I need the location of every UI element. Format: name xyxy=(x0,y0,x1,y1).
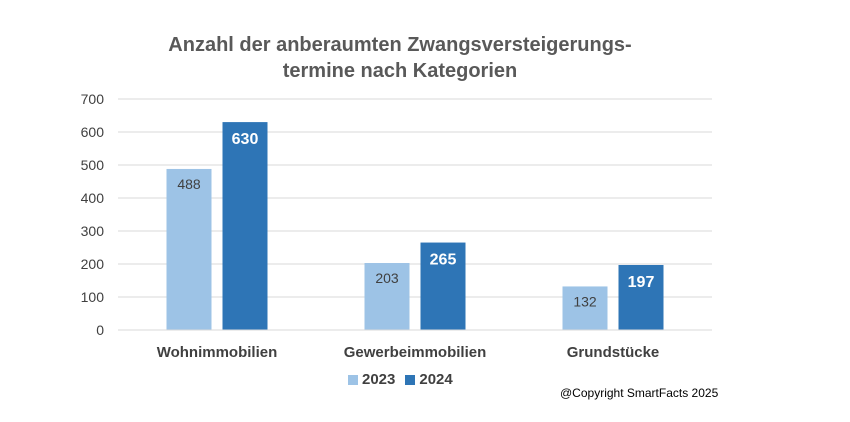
data-label-2024-0: 630 xyxy=(232,131,259,148)
legend-swatch-2024 xyxy=(405,374,416,385)
y-tick-label-300: 300 xyxy=(81,223,105,239)
chart-title: Anzahl der anberaumten Zwangsversteigeru… xyxy=(0,32,800,84)
legend-label-2023: 2023 xyxy=(362,371,396,388)
bar-2023-1 xyxy=(364,263,410,330)
legend: 2023 2024 xyxy=(348,371,457,388)
y-tick-label-0: 0 xyxy=(96,322,104,338)
data-label-2023-1: 203 xyxy=(375,270,399,286)
x-tick-label-0: Wohnimmobilien xyxy=(157,344,278,361)
data-label-2023-2: 132 xyxy=(573,293,597,309)
data-label-2024-1: 265 xyxy=(430,252,457,269)
x-tick-label-1: Gewerbeimmobilien xyxy=(344,344,487,361)
y-tick-label-400: 400 xyxy=(81,190,105,206)
chart-title-line-1: Anzahl der anberaumten Zwangsversteigeru… xyxy=(168,34,632,56)
y-tick-label-500: 500 xyxy=(81,157,105,173)
y-tick-label-100: 100 xyxy=(81,289,105,305)
data-label-2023-0: 488 xyxy=(177,176,201,192)
bar-2023-2 xyxy=(562,286,608,330)
bar-2024-2 xyxy=(618,264,664,330)
y-tick-label-700: 700 xyxy=(81,91,105,107)
legend-swatch-2023 xyxy=(348,374,358,385)
legend-label-2024: 2024 xyxy=(419,371,453,388)
x-tick-label-2: Grundstücke xyxy=(567,344,660,361)
bar-2024-0 xyxy=(222,122,268,330)
legend-item-2024: 2024 xyxy=(405,371,453,388)
legend-item-2023: 2023 xyxy=(348,371,395,388)
bar-2023-0 xyxy=(166,168,212,330)
data-label-2024-2: 197 xyxy=(628,274,655,291)
bar-2024-1 xyxy=(420,242,466,330)
y-tick-label-600: 600 xyxy=(81,124,105,140)
y-tick-label-200: 200 xyxy=(81,256,105,272)
chart-title-line-2: termine nach Kategorien xyxy=(282,60,518,82)
copyright-note: @Copyright SmartFacts 2025 xyxy=(560,386,719,400)
